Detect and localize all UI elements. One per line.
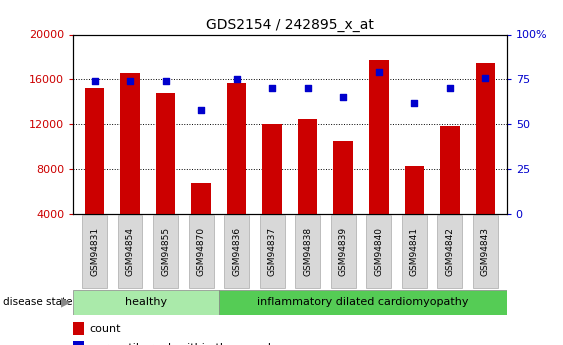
Point	[303, 86, 312, 91]
Bar	[156, 93, 175, 259]
Text: GSM94855: GSM94855	[161, 227, 170, 276]
Bar	[476, 62, 495, 259]
Bar	[73, 341, 84, 345]
FancyBboxPatch shape	[473, 215, 498, 288]
FancyBboxPatch shape	[295, 215, 320, 288]
Text: disease state: disease state	[3, 297, 72, 307]
Text: GSM94854: GSM94854	[126, 227, 135, 276]
Point	[481, 75, 490, 80]
Text: GSM94837: GSM94837	[267, 227, 276, 276]
Point	[410, 100, 419, 106]
Text: GSM94839: GSM94839	[339, 227, 348, 276]
FancyBboxPatch shape	[118, 215, 142, 288]
FancyBboxPatch shape	[189, 215, 213, 288]
Point	[339, 95, 348, 100]
Bar	[440, 126, 459, 259]
Point	[196, 107, 205, 112]
Point	[161, 78, 170, 84]
FancyBboxPatch shape	[260, 215, 285, 288]
Bar	[73, 322, 84, 335]
Bar	[227, 83, 247, 259]
Bar	[369, 60, 388, 259]
Text: healthy: healthy	[125, 297, 167, 307]
Bar	[333, 141, 353, 259]
Text: GSM94843: GSM94843	[481, 227, 490, 276]
Bar	[298, 119, 318, 259]
Point	[374, 69, 383, 75]
Bar	[262, 124, 282, 259]
FancyBboxPatch shape	[153, 215, 178, 288]
Point	[90, 78, 99, 84]
Bar	[405, 166, 424, 259]
Bar	[120, 73, 140, 259]
Text: inflammatory dilated cardiomyopathy: inflammatory dilated cardiomyopathy	[257, 297, 468, 307]
Text: GSM94870: GSM94870	[196, 227, 205, 276]
Point	[267, 86, 276, 91]
Bar	[191, 183, 211, 259]
FancyBboxPatch shape	[224, 215, 249, 288]
Point	[232, 77, 241, 82]
FancyBboxPatch shape	[367, 215, 391, 288]
Text: count: count	[90, 324, 121, 334]
Point	[445, 86, 454, 91]
FancyBboxPatch shape	[219, 290, 507, 315]
Text: GSM94842: GSM94842	[445, 227, 454, 276]
Text: GSM94831: GSM94831	[90, 227, 99, 276]
Bar	[85, 88, 104, 259]
FancyBboxPatch shape	[73, 290, 219, 315]
Text: percentile rank within the sample: percentile rank within the sample	[90, 343, 278, 345]
FancyBboxPatch shape	[402, 215, 427, 288]
FancyBboxPatch shape	[331, 215, 356, 288]
Text: GSM94836: GSM94836	[232, 227, 241, 276]
FancyBboxPatch shape	[82, 215, 107, 288]
Text: GSM94841: GSM94841	[410, 227, 419, 276]
FancyBboxPatch shape	[437, 215, 462, 288]
Point	[126, 78, 135, 84]
Text: ▶: ▶	[61, 296, 70, 309]
Text: GSM94840: GSM94840	[374, 227, 383, 276]
Text: GSM94838: GSM94838	[303, 227, 312, 276]
Title: GDS2154 / 242895_x_at: GDS2154 / 242895_x_at	[206, 18, 374, 32]
